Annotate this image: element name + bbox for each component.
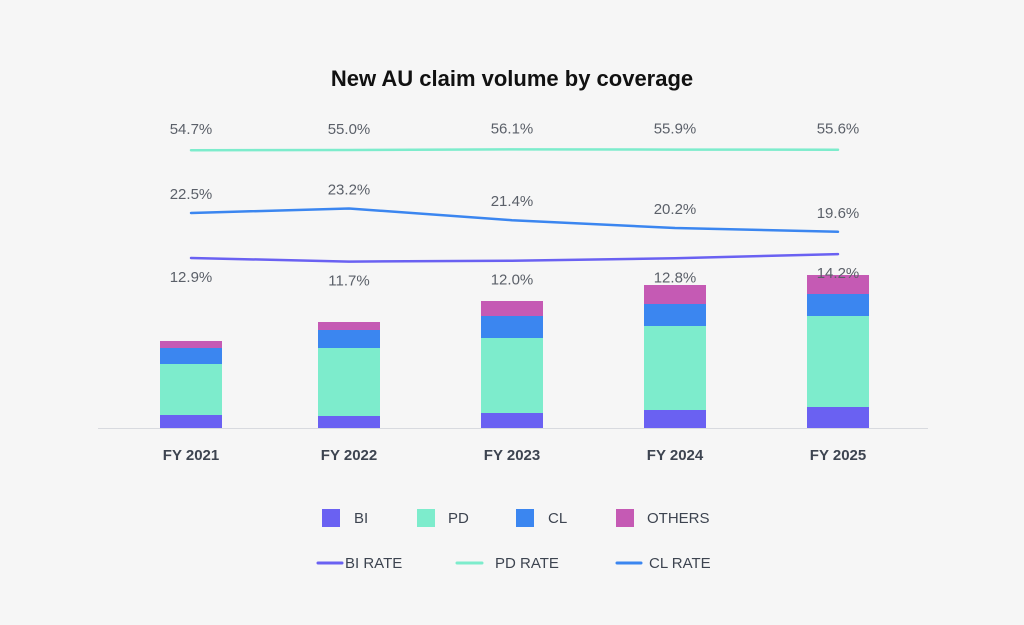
bar-bi-4 xyxy=(807,407,869,428)
legend-label-cl-rate: CL RATE xyxy=(649,555,711,572)
legend-bars: BI PD CL OTHERS xyxy=(322,509,710,527)
x-tick-label-0: FY 2021 xyxy=(163,447,219,464)
x-tick-label-1: FY 2022 xyxy=(321,447,377,464)
label-pd-rate-0: 54.7% xyxy=(170,121,213,138)
bar-cl-2 xyxy=(481,316,543,338)
label-cl-rate-3: 20.2% xyxy=(654,201,697,218)
x-tick-label-2: FY 2023 xyxy=(484,447,540,464)
legend-swatch-others xyxy=(616,509,634,527)
rate-lines-layer xyxy=(189,148,840,263)
legend-label-bi-rate: BI RATE xyxy=(345,555,402,572)
bar-others-0 xyxy=(160,341,222,348)
line-pd-rate xyxy=(189,148,840,152)
legend-label-pd-rate: PD RATE xyxy=(495,555,559,572)
bar-bi-3 xyxy=(644,410,706,428)
label-cl-rate-0: 22.5% xyxy=(170,186,213,203)
label-pd-rate-4: 55.6% xyxy=(817,121,860,138)
bar-pd-2 xyxy=(481,338,543,413)
label-bi-rate-3: 12.8% xyxy=(654,269,697,286)
label-pd-rate-2: 56.1% xyxy=(491,120,534,137)
bars-layer xyxy=(160,275,869,428)
label-cl-rate-1: 23.2% xyxy=(328,182,371,199)
legend-swatch-cl xyxy=(516,509,534,527)
legend-swatch-bi xyxy=(322,509,340,527)
label-bi-rate-2: 12.0% xyxy=(491,272,534,289)
legend-label-cl: CL xyxy=(548,510,567,527)
label-pd-rate-3: 55.9% xyxy=(654,121,697,138)
legend-label-bi: BI xyxy=(354,510,368,527)
x-tick-labels: FY 2021 FY 2022 FY 2023 FY 2024 FY 2025 xyxy=(163,447,866,464)
bar-others-4 xyxy=(807,275,869,294)
label-bi-rate-4: 14.2% xyxy=(817,265,860,282)
legend-label-others: OTHERS xyxy=(647,510,710,527)
bar-cl-3 xyxy=(644,304,706,326)
label-cl-rate-4: 19.6% xyxy=(817,205,860,222)
chart-title: New AU claim volume by coverage xyxy=(331,66,693,91)
legend-swatch-pd xyxy=(417,509,435,527)
legend-lines: BI RATE PD RATE CL RATE xyxy=(316,555,711,572)
bar-pd-1 xyxy=(318,348,380,416)
bar-pd-0 xyxy=(160,364,222,415)
bar-cl-4 xyxy=(807,294,869,316)
bar-others-3 xyxy=(644,285,706,304)
label-cl-rate-2: 21.4% xyxy=(491,193,534,210)
bar-pd-3 xyxy=(644,326,706,410)
label-bi-rate-1: 11.7% xyxy=(328,273,369,290)
x-tick-label-3: FY 2024 xyxy=(647,447,704,464)
bar-bi-2 xyxy=(481,413,543,428)
rate-labels-layer: 54.7% 55.0% 56.1% 55.9% 55.6% 22.5% 23.2% 21.4%… xyxy=(170,120,860,289)
line-cl-rate xyxy=(189,207,840,234)
x-tick-label-4: FY 2025 xyxy=(810,447,866,464)
label-bi-rate-0: 12.9% xyxy=(170,269,213,286)
bar-others-1 xyxy=(318,322,380,330)
bar-bi-1 xyxy=(318,416,380,428)
label-pd-rate-1: 55.0% xyxy=(328,121,371,138)
bar-pd-4 xyxy=(807,316,869,407)
line-bi-rate xyxy=(189,252,840,263)
bar-cl-0 xyxy=(160,348,222,364)
bar-cl-1 xyxy=(318,330,380,348)
bar-others-2 xyxy=(481,301,543,316)
bar-bi-0 xyxy=(160,415,222,428)
legend-label-pd: PD xyxy=(448,510,469,527)
